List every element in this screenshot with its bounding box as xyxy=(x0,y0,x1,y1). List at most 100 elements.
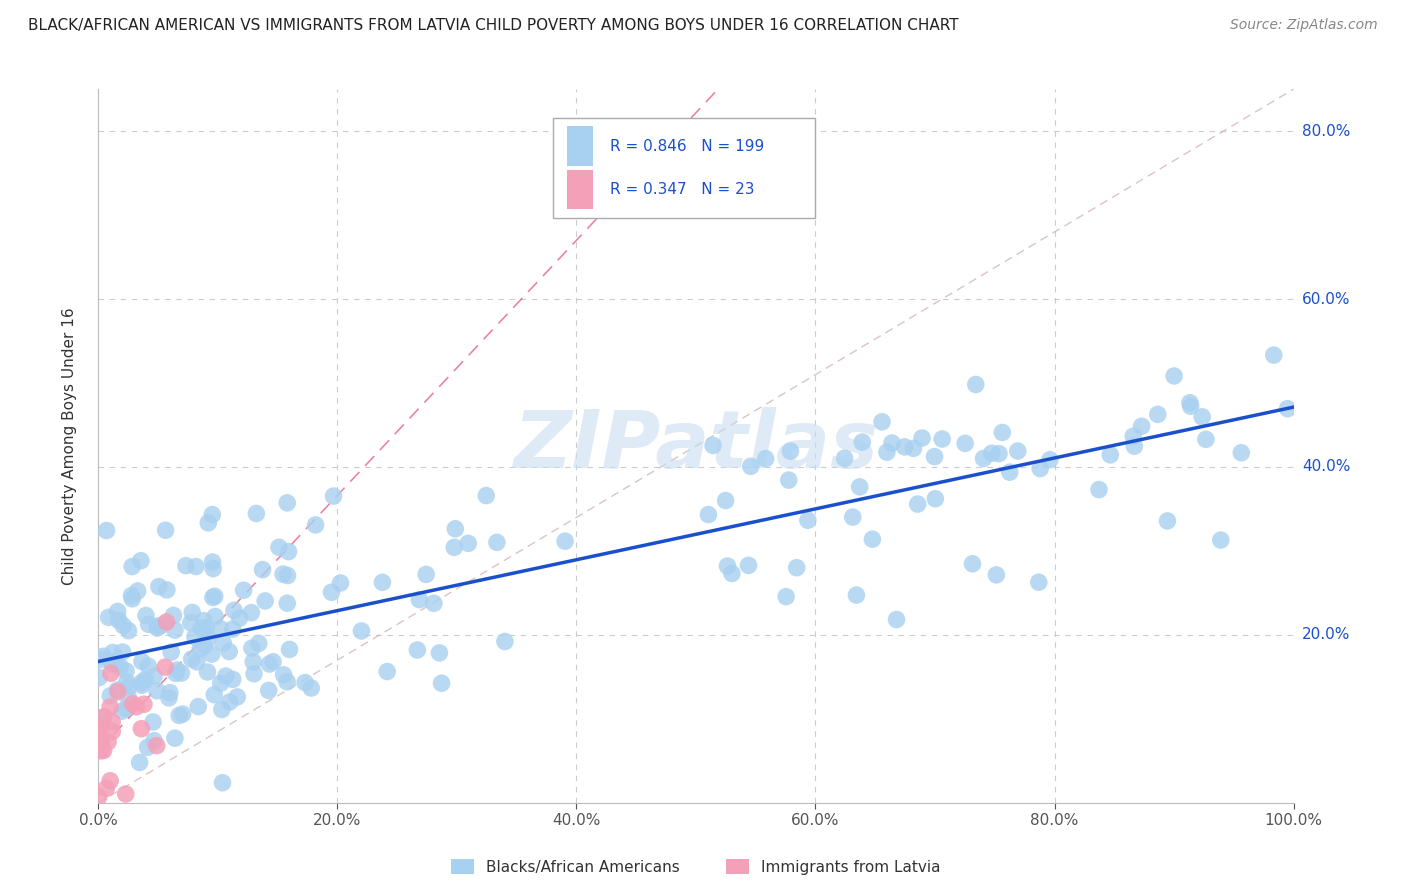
Point xyxy=(98,773,121,788)
Point xyxy=(121,559,143,574)
Point xyxy=(127,584,149,599)
Point xyxy=(903,442,925,456)
Point xyxy=(89,652,111,666)
Point xyxy=(775,590,797,604)
Point xyxy=(931,432,953,446)
Point xyxy=(494,634,516,648)
Point xyxy=(117,690,139,704)
Text: R = 0.846   N = 199: R = 0.846 N = 199 xyxy=(610,139,765,153)
Point xyxy=(202,688,225,702)
Point xyxy=(90,744,112,758)
Point xyxy=(1146,408,1168,422)
Point xyxy=(842,510,865,524)
Point xyxy=(226,690,249,704)
Point xyxy=(1122,429,1144,443)
Point xyxy=(980,446,1002,460)
Text: R = 0.347   N = 23: R = 0.347 N = 23 xyxy=(610,182,755,196)
Point xyxy=(134,673,156,687)
Point xyxy=(174,558,197,573)
Point xyxy=(142,714,165,729)
Point xyxy=(1028,575,1050,590)
FancyBboxPatch shape xyxy=(567,127,593,166)
Point xyxy=(201,591,224,605)
Point xyxy=(170,666,193,681)
Point xyxy=(277,568,299,582)
Point xyxy=(228,611,250,625)
Text: 80.0%: 80.0% xyxy=(1302,124,1350,138)
Point xyxy=(112,618,135,632)
Point xyxy=(201,508,224,522)
Point xyxy=(180,615,202,630)
Point xyxy=(242,655,264,669)
Point xyxy=(125,699,148,714)
Point xyxy=(218,644,240,658)
Point xyxy=(243,666,266,681)
Point xyxy=(321,585,343,599)
Point xyxy=(924,450,946,464)
Point xyxy=(162,608,184,623)
Point xyxy=(786,560,808,574)
Point xyxy=(165,666,187,681)
Point xyxy=(121,697,143,711)
Point xyxy=(107,604,129,618)
Point xyxy=(259,657,281,671)
Point xyxy=(195,620,218,634)
Point xyxy=(907,497,929,511)
Point xyxy=(104,654,127,668)
Point xyxy=(457,536,479,550)
Point xyxy=(107,683,129,698)
Point xyxy=(97,735,120,749)
Point xyxy=(146,683,169,698)
Point xyxy=(131,655,153,669)
Text: 60.0%: 60.0% xyxy=(1302,292,1350,307)
Point xyxy=(1277,401,1299,416)
Point xyxy=(155,523,177,537)
Point xyxy=(986,567,1008,582)
Point xyxy=(276,596,298,610)
Point xyxy=(987,447,1010,461)
Point xyxy=(304,517,326,532)
Point xyxy=(197,516,219,530)
Point xyxy=(1195,432,1218,446)
Point xyxy=(860,532,883,546)
Point xyxy=(101,724,124,739)
Point xyxy=(131,722,153,736)
Point xyxy=(204,609,226,624)
Point xyxy=(111,704,134,718)
Point xyxy=(797,513,820,527)
Point xyxy=(714,493,737,508)
Point xyxy=(1191,409,1213,424)
Point xyxy=(1230,446,1253,460)
Point xyxy=(197,665,219,679)
Point xyxy=(1130,419,1153,434)
Point xyxy=(97,610,120,624)
Point xyxy=(101,645,124,659)
Point xyxy=(107,613,129,627)
Point xyxy=(187,699,209,714)
Point xyxy=(350,624,373,638)
Point xyxy=(924,491,946,506)
Point xyxy=(115,664,138,678)
Point xyxy=(1039,452,1062,467)
Text: 40.0%: 40.0% xyxy=(1302,459,1350,475)
Point xyxy=(697,508,720,522)
Point xyxy=(211,702,233,716)
Point xyxy=(430,676,453,690)
Point xyxy=(166,663,188,677)
Point xyxy=(156,582,179,597)
Point xyxy=(848,480,870,494)
Point xyxy=(716,559,738,574)
Point xyxy=(245,507,267,521)
Point xyxy=(184,630,207,644)
Point xyxy=(778,473,800,487)
Point xyxy=(160,645,183,659)
Point xyxy=(271,567,294,582)
Point xyxy=(262,655,284,669)
Point xyxy=(148,580,170,594)
Point xyxy=(159,686,181,700)
Y-axis label: Child Poverty Among Boys Under 16: Child Poverty Among Boys Under 16 xyxy=(62,307,77,585)
Point xyxy=(193,623,215,637)
Point xyxy=(202,561,225,575)
Point xyxy=(190,621,212,635)
Text: ZIPatlas: ZIPatlas xyxy=(513,407,879,485)
